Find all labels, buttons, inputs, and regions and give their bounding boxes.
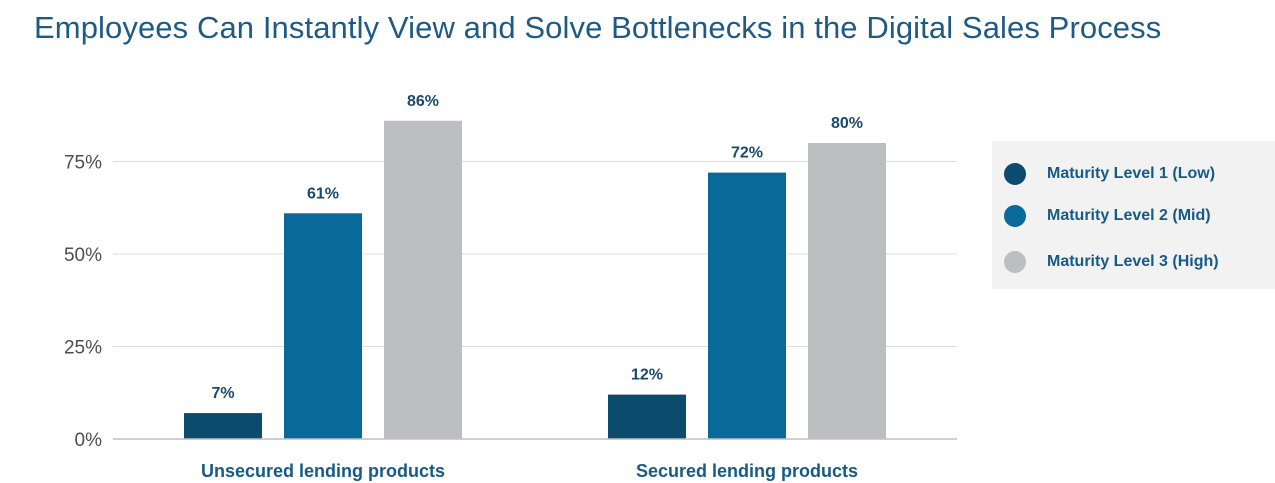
y-tick-label: 25% xyxy=(64,338,102,359)
legend-swatch-level-3 xyxy=(1004,251,1026,273)
y-tick-label: 0% xyxy=(75,430,103,451)
bar xyxy=(384,120,462,440)
bar-value-label: 61% xyxy=(307,185,339,202)
bar-value-label: 12% xyxy=(631,367,663,384)
bar-value-label: 80% xyxy=(831,115,863,132)
bar-value-label: 7% xyxy=(211,385,234,402)
legend-label-level-1: Maturity Level 1 (Low) xyxy=(1047,165,1216,182)
chart-title: Employees Can Instantly View and Solve B… xyxy=(34,10,1162,45)
bar-value-label: 72% xyxy=(731,145,763,162)
legend-label-level-2: Maturity Level 2 (Mid) xyxy=(1047,207,1211,224)
bar-value-label: 86% xyxy=(407,93,439,110)
legend-swatch-level-2 xyxy=(1004,205,1026,227)
y-tick-label: 75% xyxy=(64,153,102,174)
bar xyxy=(184,413,262,439)
bar xyxy=(808,143,886,439)
chart-legend: Maturity Level 1 (Low) Maturity Level 2 … xyxy=(992,141,1275,289)
legend-label-level-3: Maturity Level 3 (High) xyxy=(1047,253,1219,270)
x-category-label: Secured lending products xyxy=(636,461,858,481)
legend-item-level-3: Maturity Level 3 (High) xyxy=(1004,249,1219,275)
bar xyxy=(284,213,362,439)
legend-item-level-2: Maturity Level 2 (Mid) xyxy=(1004,203,1211,229)
bar xyxy=(608,394,686,439)
bar xyxy=(708,172,786,439)
x-category-label: Unsecured lending products xyxy=(201,461,445,481)
y-tick-label: 50% xyxy=(64,245,102,266)
legend-item-level-1: Maturity Level 1 (Low) xyxy=(1004,161,1215,187)
legend-swatch-level-1 xyxy=(1004,163,1026,185)
